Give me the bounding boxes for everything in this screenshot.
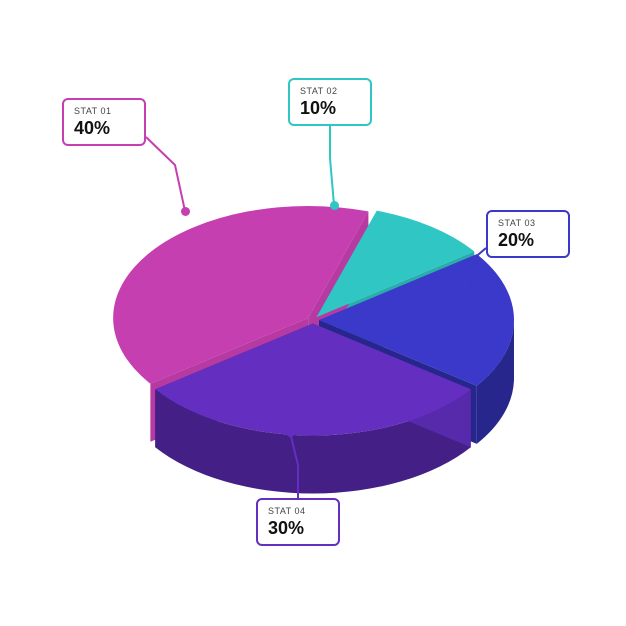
callout-stat01: STAT 01 40% — [62, 98, 146, 146]
leader-dot — [330, 201, 339, 210]
pie-chart-3d: STAT 01 40% STAT 02 10% STAT 03 20% STAT 04 30% — [0, 0, 626, 626]
leader-dot — [466, 294, 475, 303]
stat-value: 30% — [268, 518, 328, 539]
stat-label: STAT 03 — [498, 218, 558, 228]
leader-dot — [286, 428, 295, 437]
stat-value: 20% — [498, 230, 558, 251]
callout-stat04: STAT 04 30% — [256, 498, 340, 546]
leader-dot — [181, 207, 190, 216]
stat-value: 40% — [74, 118, 134, 139]
stat-label: STAT 02 — [300, 86, 360, 96]
stat-label: STAT 04 — [268, 506, 328, 516]
stat-label: STAT 01 — [74, 106, 134, 116]
stat-value: 10% — [300, 98, 360, 119]
callout-stat02: STAT 02 10% — [288, 78, 372, 126]
callout-stat03: STAT 03 20% — [486, 210, 570, 258]
